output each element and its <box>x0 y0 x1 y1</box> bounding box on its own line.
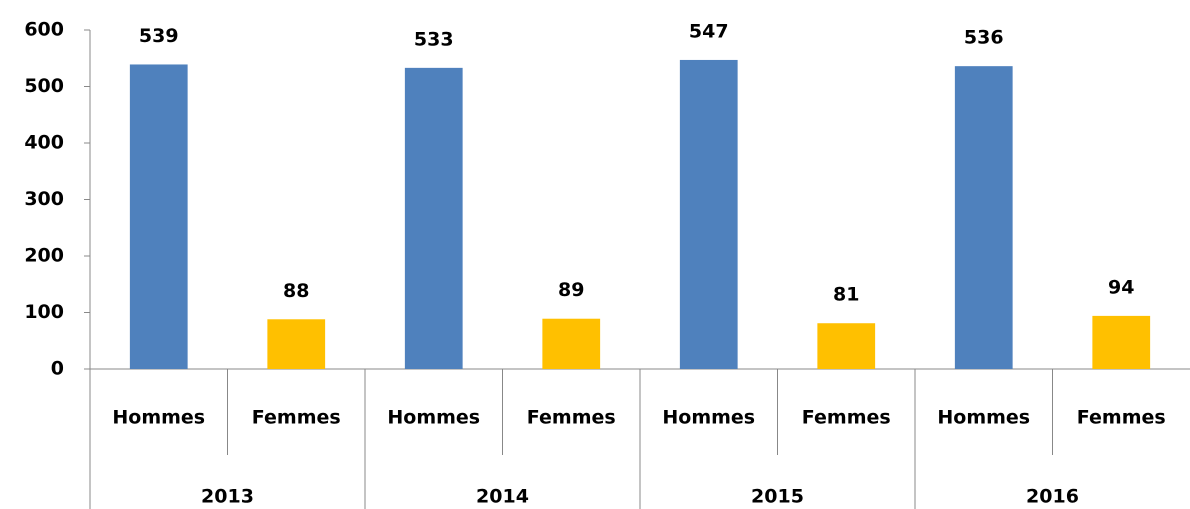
data-label: 533 <box>414 28 454 50</box>
bar <box>1092 315 1151 369</box>
data-label: 89 <box>558 279 584 301</box>
group-label: 2015 <box>751 486 804 508</box>
bar <box>817 323 876 369</box>
y-tick-label: 400 <box>24 132 64 154</box>
x-tick-label: Hommes <box>937 407 1030 429</box>
x-tick-label: Hommes <box>112 407 205 429</box>
bar <box>129 64 188 369</box>
y-tick-label: 600 <box>24 19 64 41</box>
x-tick-label: Femmes <box>527 407 616 429</box>
x-tick-label: Hommes <box>387 407 480 429</box>
y-tick-label: 500 <box>24 75 64 97</box>
x-tick-label: Femmes <box>252 407 341 429</box>
y-tick-label: 100 <box>24 301 64 323</box>
bar <box>679 59 738 369</box>
data-label: 81 <box>833 284 859 306</box>
y-tick-label: 0 <box>51 358 64 380</box>
y-tick-label: 300 <box>24 188 64 210</box>
data-label: 539 <box>139 25 179 47</box>
y-tick-label: 200 <box>24 245 64 267</box>
group-label: 2016 <box>1026 486 1079 508</box>
data-label: 536 <box>964 27 1004 49</box>
group-label: 2014 <box>476 486 529 508</box>
group-label: 2013 <box>201 486 254 508</box>
bar <box>542 318 601 369</box>
x-tick-label: Femmes <box>802 407 891 429</box>
bar <box>404 67 463 369</box>
x-tick-label: Femmes <box>1077 407 1166 429</box>
bar <box>267 319 326 369</box>
bar <box>954 66 1013 369</box>
data-label: 94 <box>1108 276 1134 298</box>
data-label: 547 <box>689 20 729 42</box>
x-tick-label: Hommes <box>662 407 755 429</box>
data-label: 88 <box>283 280 309 302</box>
